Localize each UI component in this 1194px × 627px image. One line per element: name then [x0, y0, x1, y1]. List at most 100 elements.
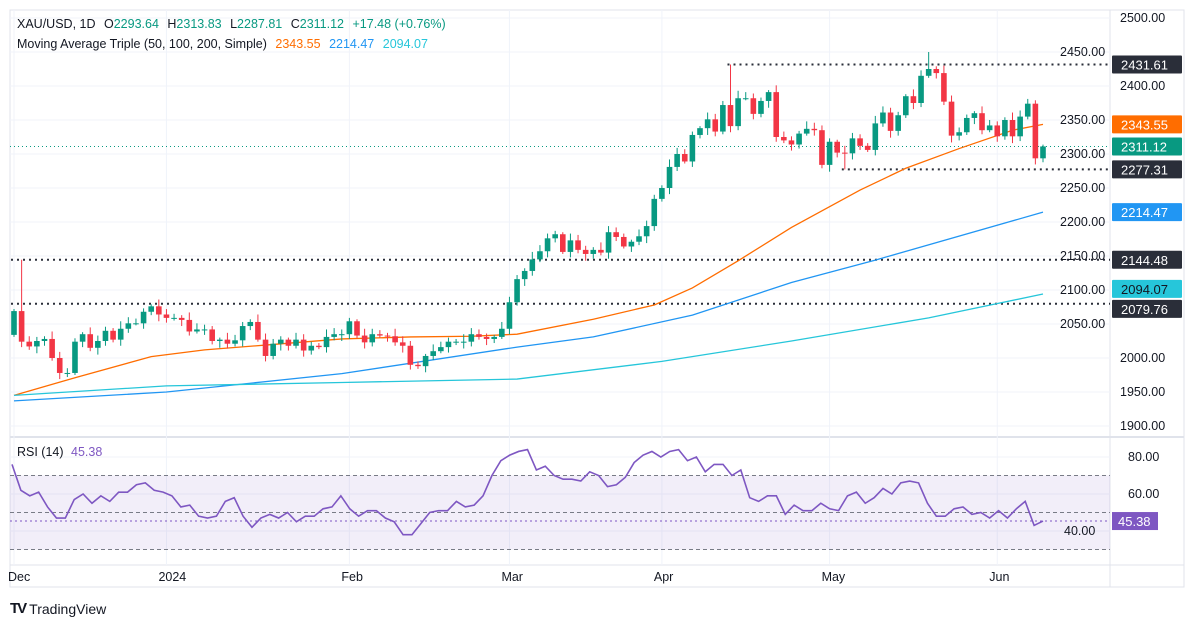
candle-body [438, 347, 444, 352]
candle [201, 324, 208, 335]
candle [239, 321, 246, 347]
ma50-value: 2343.55 [275, 37, 321, 51]
candle [95, 335, 101, 355]
symbol-legend[interactable]: XAU/USD, 1D O2293.64 H2313.83 L2287.81 C… [17, 17, 451, 31]
candle-body [232, 340, 238, 344]
candle-body [140, 311, 147, 324]
candle [575, 234, 581, 254]
moving-averages [13, 123, 1044, 402]
candle-body [156, 306, 162, 315]
ma-tag-bg [1112, 115, 1182, 134]
candle [148, 304, 154, 316]
candle [803, 121, 810, 136]
ohlc-close: C2311.12 [291, 17, 344, 31]
candle [422, 353, 429, 373]
tradingview-brand[interactable]: TV TradingView [10, 600, 106, 617]
candle-body [643, 226, 650, 237]
axes: 2500.00 2450.00 2400.00 2350.00 2300.00 2250.… [8, 11, 1165, 584]
candle-body [41, 338, 48, 341]
candle [750, 93, 757, 120]
candle-body [742, 98, 749, 100]
candle-body [567, 240, 574, 252]
candle-body [948, 101, 955, 136]
candle [887, 107, 894, 138]
candle [582, 245, 589, 261]
candle-body [11, 311, 17, 335]
candle-body [765, 92, 772, 101]
ma-legend[interactable]: Moving Average Triple (50, 100, 200, Sim… [17, 37, 433, 51]
candle [514, 275, 520, 306]
candle [849, 132, 856, 160]
low-value: 2287.81 [237, 17, 283, 31]
candle [377, 330, 383, 338]
candle-body [453, 341, 459, 343]
close-value: 2311.12 [299, 17, 345, 31]
candle-body [971, 113, 978, 118]
candle-body [125, 323, 132, 329]
candle [369, 328, 376, 347]
candle [117, 321, 124, 346]
candle-body [781, 137, 787, 141]
candle [277, 336, 284, 351]
candle [826, 138, 833, 172]
rsi-legend[interactable]: RSI (14) 45.38 [17, 445, 102, 459]
candle [544, 233, 551, 258]
candle [521, 268, 528, 286]
candle [590, 247, 597, 259]
candle-body [598, 249, 604, 253]
candle-body [544, 238, 551, 252]
candle-body [445, 341, 452, 348]
candle-body [963, 117, 970, 133]
candle-body [979, 113, 985, 131]
candle-body [880, 112, 886, 124]
ma100-value: 2214.47 [329, 37, 375, 51]
candle-body [331, 334, 337, 337]
candle-body [194, 329, 200, 332]
candle [956, 127, 962, 141]
candle [308, 341, 315, 355]
candle-body [369, 334, 376, 343]
candle [34, 336, 40, 354]
candle [41, 336, 48, 346]
candle [819, 125, 825, 169]
candle [796, 130, 802, 149]
candle [64, 368, 71, 378]
candle-body [582, 249, 589, 254]
price-tick-label: 1900.00 [1120, 419, 1165, 433]
candle [125, 317, 132, 333]
candle-body [72, 341, 78, 373]
candle [720, 100, 726, 135]
candle-body [1032, 103, 1039, 159]
candle-body [720, 105, 726, 132]
candle [483, 333, 490, 346]
rsi-value: 45.38 [71, 445, 103, 459]
candle-body [872, 123, 879, 150]
candle [323, 329, 330, 353]
candle [18, 259, 25, 348]
candle [773, 85, 780, 142]
candle [49, 331, 55, 361]
candle [994, 121, 1001, 142]
brand-name: TradingView [29, 600, 107, 617]
candle-body [148, 306, 154, 312]
time-tick-label: Dec [8, 570, 30, 584]
candle-body [499, 328, 505, 337]
candle [11, 309, 17, 337]
candle-body [201, 329, 208, 331]
rsi-title: RSI (14) [17, 445, 64, 459]
open-value: 2293.64 [113, 17, 159, 31]
price-tick-label: 2100.00 [1060, 283, 1105, 297]
candle [895, 111, 901, 136]
candle-body [178, 317, 185, 320]
candle [232, 334, 238, 347]
candle [910, 89, 917, 110]
candle [941, 65, 947, 106]
candle [613, 227, 619, 242]
candle [331, 328, 337, 341]
candle-body [529, 259, 536, 271]
price-tick-label: 2450.00 [1060, 45, 1105, 59]
candle-body [826, 141, 833, 165]
candle [643, 220, 650, 244]
candle-body [399, 342, 406, 346]
